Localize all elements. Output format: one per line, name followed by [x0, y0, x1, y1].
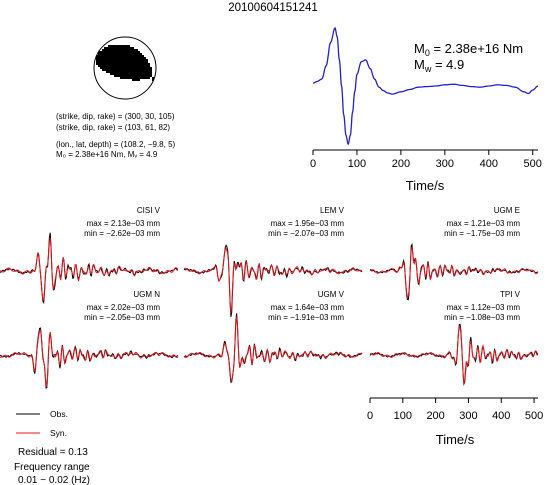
- max-amplitude: max = 1.21e−03 mm: [447, 219, 521, 228]
- frequency-range: 0.01 − 0.02 (Hz): [18, 475, 90, 485]
- stf-panel: 0 100 200 300 400 500 Time/s M0 = 2.38e+16 Nm…: [310, 26, 542, 193]
- min-amplitude: min = −1.08e−03 mm: [444, 313, 520, 322]
- station-label: LEM V: [320, 206, 345, 215]
- compression-quadrant: [96, 45, 154, 81]
- figure-title: 20100604151241: [228, 2, 318, 14]
- stf-ticks: 0 100 200 300 400 500: [310, 150, 542, 170]
- wave-ticks: 0 100 200 300 400 500: [367, 398, 543, 422]
- wave-xlabel: Time/s: [436, 432, 475, 447]
- moment-magnitude-text: M₀ = 2.38e+16 Nm, Mᵥ = 4.9: [56, 150, 158, 159]
- stf-tick-label: 200: [392, 158, 410, 170]
- max-amplitude: max = 2.13e−03 mm: [87, 219, 161, 228]
- min-amplitude: min = −2.05e−03 mm: [84, 313, 160, 322]
- beachball-outline: [93, 36, 157, 100]
- max-amplitude: max = 1.95e−03 mm: [271, 219, 345, 228]
- station-label: UGM E: [494, 206, 520, 215]
- wave-tick-label: 300: [459, 410, 477, 422]
- stf-moment-label: M0 = 2.38e+16 Nm: [414, 41, 523, 58]
- max-amplitude: max = 1.12e−03 mm: [447, 303, 521, 312]
- synthetic-trace: [183, 316, 363, 383]
- min-amplitude: min = −2.07e−03 mm: [268, 229, 344, 238]
- observed-trace: [0, 327, 179, 389]
- wave-tick-label: 100: [394, 410, 412, 422]
- wave-tick-label: 200: [426, 410, 444, 422]
- stf-tick-label: 0: [310, 158, 316, 170]
- min-amplitude: min = −2.62e−03 mm: [84, 229, 160, 238]
- max-amplitude: max = 1.64e−03 mm: [271, 303, 345, 312]
- synthetic-trace: [183, 248, 363, 314]
- wave-tick-label: 500: [525, 410, 543, 422]
- stf-curve: [312, 26, 539, 146]
- synthetic-trace: [0, 329, 179, 388]
- beachball: [93, 36, 157, 100]
- residual-text: Residual = 0.13: [18, 447, 88, 458]
- wave-time-axis: 0 100 200 300 400 500 Time/s: [367, 397, 543, 447]
- synthetic-trace: [369, 247, 539, 298]
- wave-tick-label: 400: [492, 410, 510, 422]
- min-amplitude: min = −1.91e−03 mm: [268, 313, 344, 322]
- stf-tick-label: 500: [524, 158, 542, 170]
- nodal-plane-1-text: (strike, dip, rake) = (300, 30, 105): [56, 112, 175, 121]
- stf-tick-label: 100: [348, 158, 366, 170]
- compression-region: [96, 45, 154, 81]
- stf-magnitude-label: Mw = 4.9: [414, 57, 464, 74]
- stf-xlabel: Time/s: [406, 178, 445, 193]
- stf-tick-label: 400: [480, 158, 498, 170]
- stf-tick-label: 300: [436, 158, 454, 170]
- station-label: CISI V: [137, 206, 161, 215]
- max-amplitude: max = 2.02e−03 mm: [87, 303, 161, 312]
- frequency-title: Frequency range: [14, 462, 90, 473]
- synthetic-trace: [369, 324, 539, 384]
- station-label: TPI V: [500, 290, 521, 299]
- legend-obs-label: Obs.: [50, 409, 68, 419]
- legend-syn-label: Syn.: [50, 428, 67, 438]
- min-amplitude: min = −1.75e−03 mm: [444, 229, 520, 238]
- legend: Obs. Syn.: [16, 409, 68, 438]
- station-label: UGM V: [318, 290, 345, 299]
- observed-trace: [183, 313, 363, 383]
- synthetic-trace: [0, 237, 179, 301]
- nodal-plane-2-text: (strike, dip, rake) = (103, 61, 82): [56, 123, 170, 132]
- wave-tick-label: 0: [367, 410, 373, 422]
- location-text: (lon., lat, depth) = (108.2, −9.8, 5): [56, 140, 176, 149]
- station-label: UGM N: [133, 290, 160, 299]
